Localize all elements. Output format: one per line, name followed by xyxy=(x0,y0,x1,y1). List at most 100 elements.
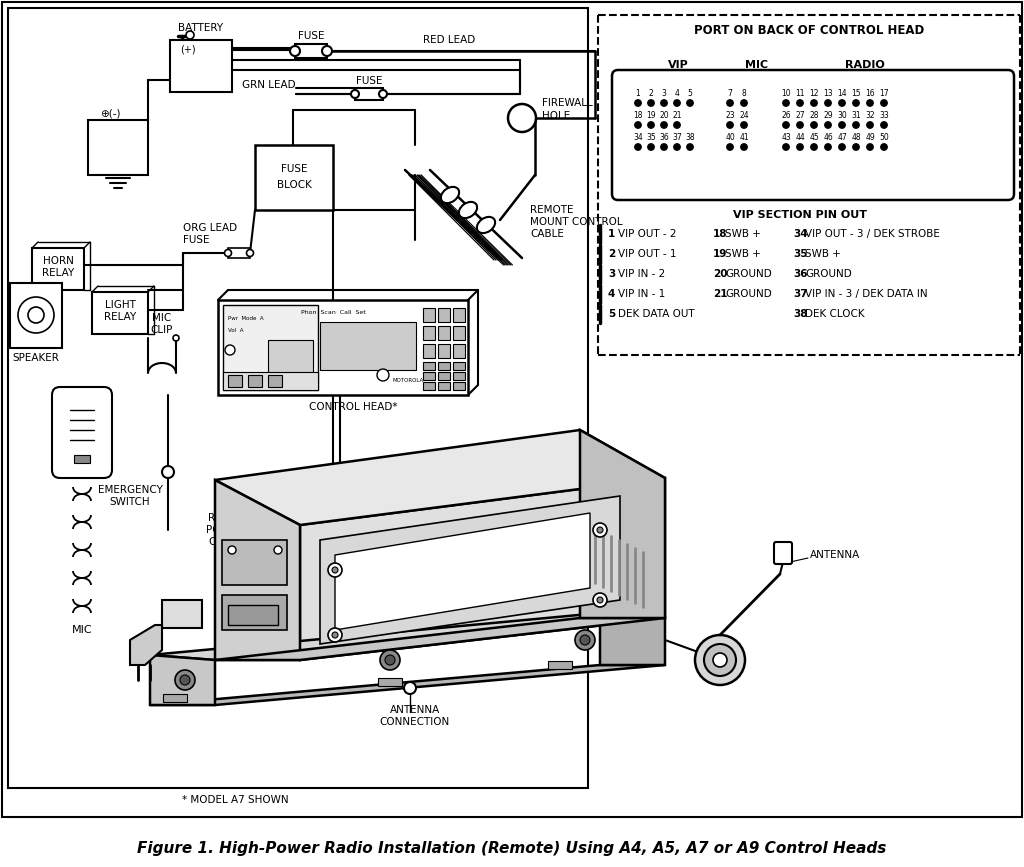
Text: 3: 3 xyxy=(608,269,615,279)
Text: HOLE: HOLE xyxy=(542,111,570,121)
Text: 20: 20 xyxy=(713,269,727,279)
Polygon shape xyxy=(215,430,665,525)
Circle shape xyxy=(727,121,733,128)
Circle shape xyxy=(175,670,195,690)
Text: PORT ON BACK OF CONTROL HEAD: PORT ON BACK OF CONTROL HEAD xyxy=(694,23,924,36)
Circle shape xyxy=(377,369,389,381)
Text: SWB +: SWB + xyxy=(725,229,761,239)
Circle shape xyxy=(635,121,641,128)
Bar xyxy=(423,308,435,322)
Text: DEK CLOCK: DEK CLOCK xyxy=(805,309,864,319)
Bar xyxy=(453,308,465,322)
Circle shape xyxy=(811,144,817,150)
Circle shape xyxy=(580,635,590,645)
Circle shape xyxy=(660,100,668,106)
Circle shape xyxy=(385,655,395,665)
FancyBboxPatch shape xyxy=(774,542,792,564)
Circle shape xyxy=(224,250,231,257)
Circle shape xyxy=(322,46,332,56)
Circle shape xyxy=(705,644,736,676)
Circle shape xyxy=(674,121,680,128)
Text: 49: 49 xyxy=(865,134,874,142)
Bar xyxy=(88,120,148,175)
Text: GRN LEAD: GRN LEAD xyxy=(243,80,296,90)
Bar xyxy=(223,305,318,390)
Text: Vol  A: Vol A xyxy=(228,328,244,333)
Text: 46: 46 xyxy=(823,134,833,142)
Bar xyxy=(223,372,318,390)
Text: GROUND: GROUND xyxy=(805,269,852,279)
Circle shape xyxy=(593,523,607,537)
Circle shape xyxy=(853,100,859,106)
Text: Phon  Scan  Call  Set: Phon Scan Call Set xyxy=(301,310,366,315)
Circle shape xyxy=(380,650,400,670)
Text: BLOCK: BLOCK xyxy=(276,180,311,190)
FancyBboxPatch shape xyxy=(8,8,588,788)
Text: SWB +: SWB + xyxy=(725,249,761,259)
Circle shape xyxy=(866,144,873,150)
Polygon shape xyxy=(335,513,590,630)
Bar xyxy=(378,678,402,686)
Text: 35: 35 xyxy=(646,134,656,142)
Text: 38: 38 xyxy=(685,134,695,142)
Text: 17: 17 xyxy=(880,89,889,99)
Bar xyxy=(255,145,333,210)
Circle shape xyxy=(351,90,359,98)
Circle shape xyxy=(290,46,300,56)
Text: FIREWALL: FIREWALL xyxy=(542,98,593,108)
Text: 44: 44 xyxy=(795,134,805,142)
Text: CONNECTION: CONNECTION xyxy=(380,717,451,727)
Text: Figure 1. High-Power Radio Installation (Remote) Using A4, A5, A7 or A9 Control : Figure 1. High-Power Radio Installation … xyxy=(137,840,887,856)
Circle shape xyxy=(186,31,194,39)
Text: SWITCH: SWITCH xyxy=(110,497,151,507)
Text: 11: 11 xyxy=(796,89,805,99)
Text: 40: 40 xyxy=(725,134,735,142)
Circle shape xyxy=(593,593,607,607)
Text: BATTERY: BATTERY xyxy=(178,23,223,33)
Circle shape xyxy=(811,121,817,128)
Circle shape xyxy=(162,466,174,478)
Circle shape xyxy=(824,100,831,106)
Circle shape xyxy=(173,335,179,341)
Circle shape xyxy=(782,144,790,150)
Polygon shape xyxy=(319,496,620,644)
Circle shape xyxy=(660,144,668,150)
FancyBboxPatch shape xyxy=(612,70,1014,200)
Text: HORN: HORN xyxy=(43,256,74,266)
Circle shape xyxy=(575,630,595,650)
Bar xyxy=(438,326,450,340)
Text: GROUND: GROUND xyxy=(725,289,772,299)
Text: CLIP: CLIP xyxy=(151,325,173,335)
Text: 16: 16 xyxy=(865,89,874,99)
Bar xyxy=(228,605,278,625)
Text: ORG LEAD: ORG LEAD xyxy=(183,223,238,233)
Text: MIC: MIC xyxy=(745,60,769,70)
Text: 38: 38 xyxy=(793,309,808,319)
Text: FUSE: FUSE xyxy=(281,164,307,174)
Text: 45: 45 xyxy=(809,134,819,142)
Text: RED LEAD: RED LEAD xyxy=(423,35,475,45)
Text: MIC: MIC xyxy=(72,625,92,635)
Text: 3: 3 xyxy=(662,89,667,99)
Circle shape xyxy=(648,121,654,128)
Text: CABLE: CABLE xyxy=(208,537,242,547)
Bar xyxy=(423,382,435,390)
Circle shape xyxy=(727,100,733,106)
Text: 12: 12 xyxy=(809,89,819,99)
Text: 2: 2 xyxy=(608,249,615,259)
Circle shape xyxy=(839,121,845,128)
Bar xyxy=(438,344,450,358)
Circle shape xyxy=(881,121,887,128)
Bar xyxy=(438,362,450,370)
Circle shape xyxy=(648,100,654,106)
Text: SWB +: SWB + xyxy=(805,249,841,259)
Circle shape xyxy=(824,144,831,150)
Circle shape xyxy=(597,597,603,603)
Polygon shape xyxy=(150,665,665,705)
Circle shape xyxy=(247,250,254,257)
Text: 36: 36 xyxy=(793,269,808,279)
Text: 14: 14 xyxy=(838,89,847,99)
Text: 35: 35 xyxy=(793,249,808,259)
Bar xyxy=(218,300,468,395)
Text: (+): (+) xyxy=(180,45,196,55)
